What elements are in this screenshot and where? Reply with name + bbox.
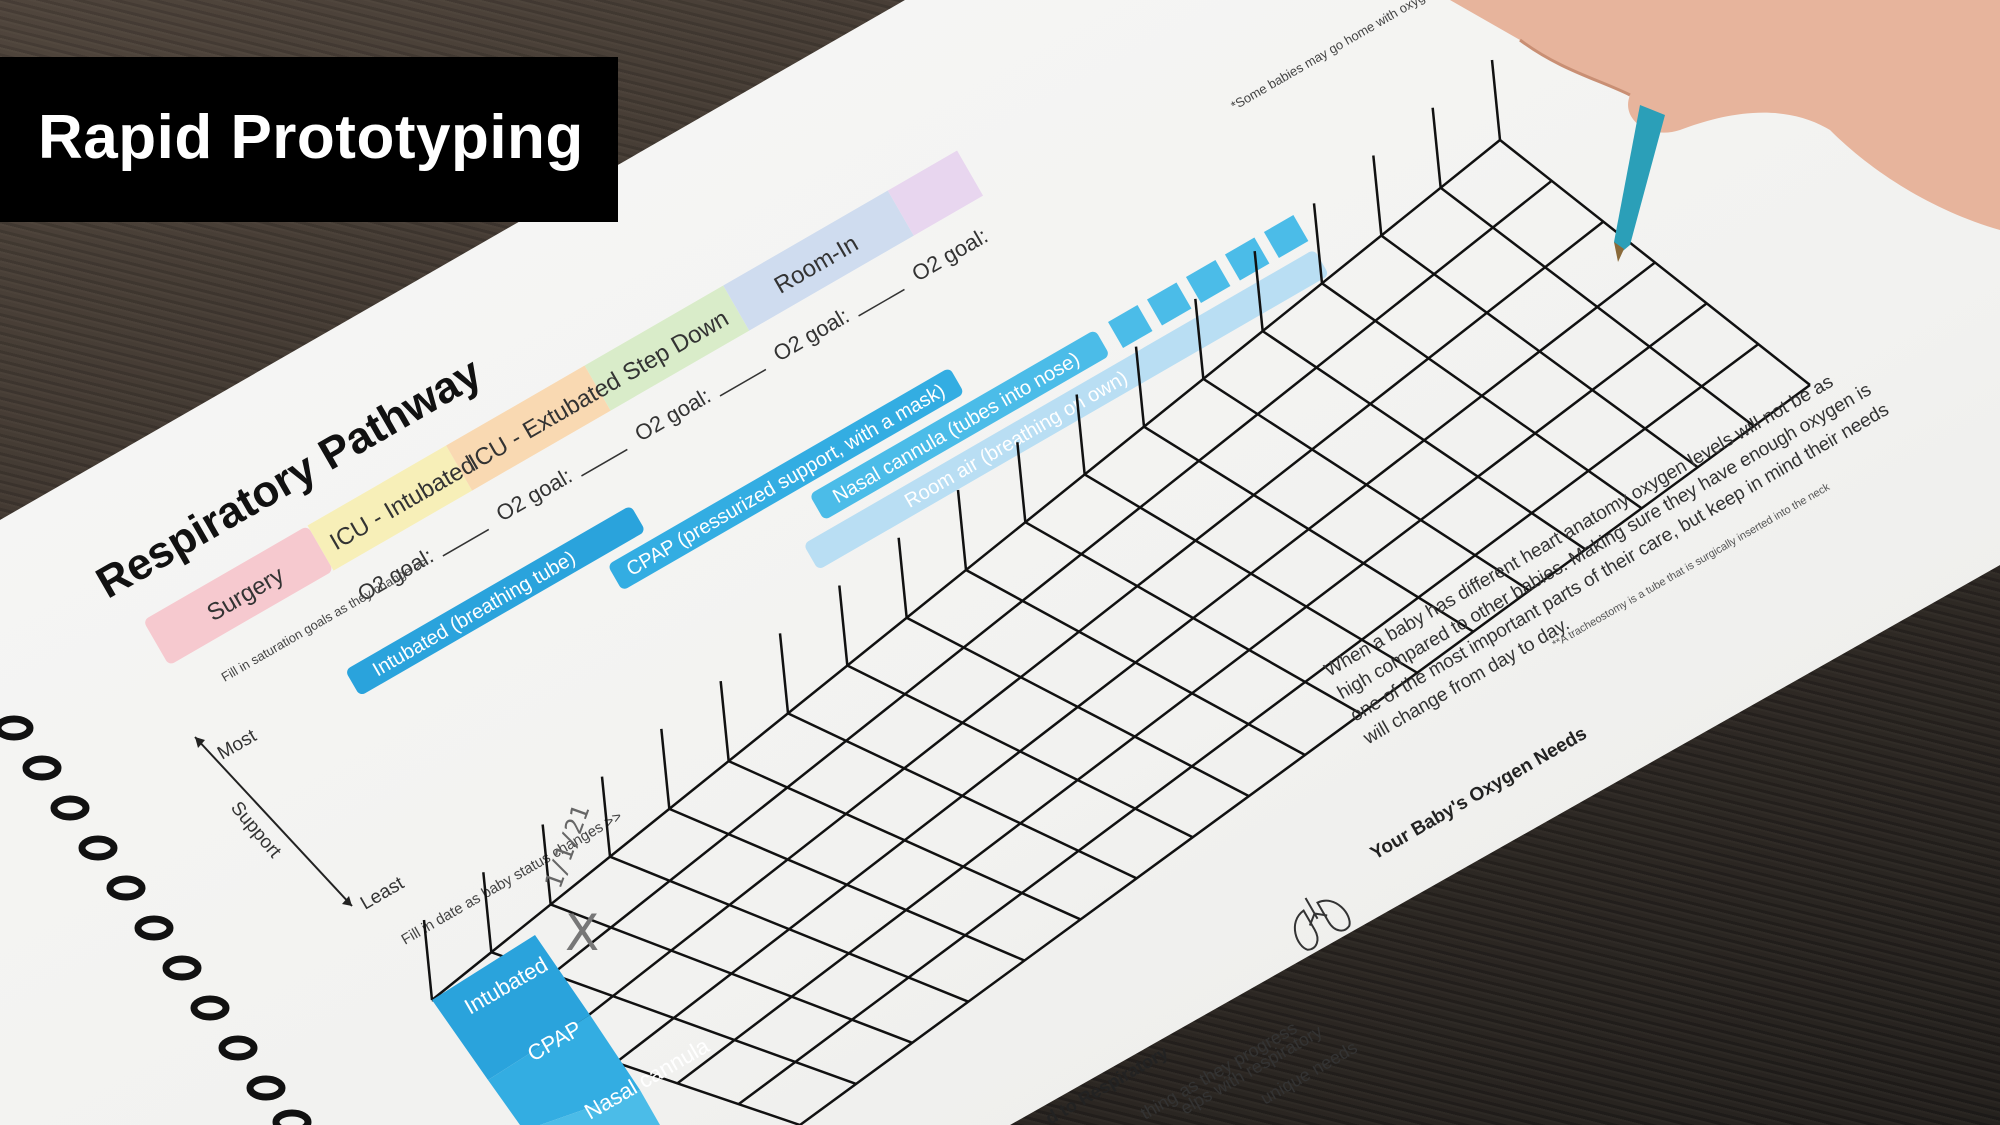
stage-pill-icu-extubated: [446, 365, 611, 491]
grid-row-line: [615, 261, 1656, 1064]
status-grid: [422, 59, 1811, 1125]
grid-row-line: [676, 302, 1708, 1085]
grid-row-line: [431, 139, 1501, 1001]
stage-pill-room-in: [723, 190, 914, 331]
date-tick: [1312, 203, 1324, 284]
date-tick: [1253, 250, 1264, 332]
hand-with-pen: [1450, 0, 2000, 262]
date-tick: [719, 680, 730, 762]
date-tick: [778, 633, 790, 714]
banner-title: Rapid Prototyping: [38, 103, 584, 172]
stage-pill-step-down: [584, 285, 750, 411]
grid-row-line: [553, 220, 1605, 1043]
date-tick: [1490, 59, 1502, 141]
support-bar-nasal: [811, 331, 1108, 519]
grid-row-line: [799, 383, 1811, 1125]
date-tick: [541, 824, 552, 905]
date-tick: [1075, 394, 1086, 475]
date-tick: [956, 489, 968, 571]
support-bar-room-air: [805, 251, 1328, 568]
date-tick: [1134, 346, 1146, 427]
date-tick: [1431, 107, 1442, 188]
date-tick: [600, 776, 612, 857]
stage-pill-icu-intubated: [307, 445, 473, 571]
date-tick: [482, 872, 493, 953]
handwritten-x-mark: X: [565, 904, 599, 962]
date-tick: [838, 585, 849, 666]
date-tick: [1194, 298, 1205, 380]
grid-row-line: [492, 179, 1553, 1022]
support-bar-cpap: [609, 369, 963, 589]
date-tick: [660, 728, 671, 810]
lungs-icon: [1293, 897, 1351, 951]
date-tick: [1372, 155, 1383, 236]
title-banner: [0, 57, 618, 222]
grid-row-line: [737, 343, 1760, 1106]
date-tick: [422, 919, 434, 1001]
pen-icon: [1614, 105, 1665, 255]
stage-pill-extra: [887, 150, 984, 236]
date-tick: [897, 537, 908, 618]
support-bar-intubated: [347, 507, 644, 695]
stage-pill-surgery: [145, 527, 332, 664]
date-tick: [1016, 442, 1027, 523]
spiral-binding: [0, 715, 312, 1125]
